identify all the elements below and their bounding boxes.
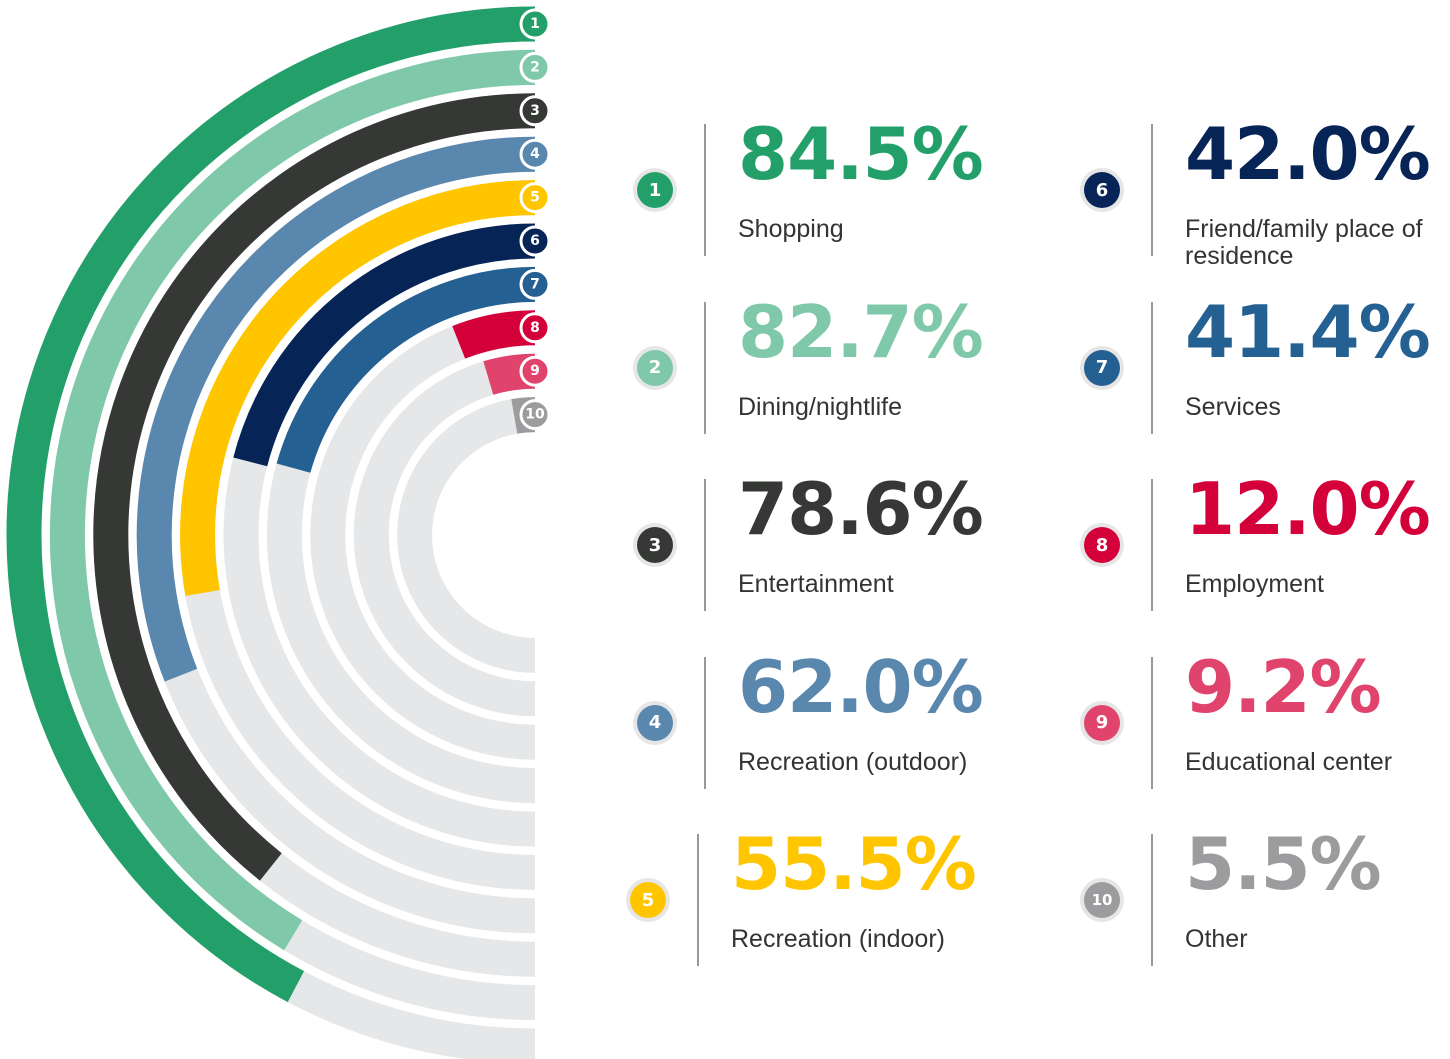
ring-badge-number: 4 xyxy=(530,146,540,162)
legend-badge: 10 xyxy=(1084,882,1120,918)
legend-divider xyxy=(1151,479,1153,611)
legend-label: Recreation (outdoor) xyxy=(738,747,968,776)
legend-divider xyxy=(1151,834,1153,966)
ring-bar xyxy=(6,6,536,1003)
legend-badge: 7 xyxy=(1084,349,1120,386)
ring-badge-number: 10 xyxy=(525,407,545,423)
ring-track xyxy=(310,310,536,760)
legend-divider xyxy=(1151,301,1153,434)
ring-badge xyxy=(519,51,551,83)
ring-badge xyxy=(519,95,551,127)
ring-bar xyxy=(276,266,536,473)
ring-badge-number: 2 xyxy=(530,59,540,75)
ring-badge-number: 8 xyxy=(530,320,540,336)
ring-badge-number: 7 xyxy=(530,276,540,292)
legend-label: Recreation (indoor) xyxy=(731,925,945,953)
ring-bar xyxy=(180,180,536,597)
ring-track xyxy=(353,353,536,717)
ring-badge-number: 5 xyxy=(530,190,540,206)
ring-badge xyxy=(519,399,551,431)
ring-badge xyxy=(519,8,551,40)
ring-badge xyxy=(519,355,551,387)
legend-label: Other xyxy=(1185,925,1248,953)
legend-value: 62.0% xyxy=(738,644,984,729)
legend-divider xyxy=(1151,124,1153,256)
legend-label: Shopping xyxy=(738,215,844,243)
ring-bar xyxy=(136,136,536,682)
legend-label: Entertainment xyxy=(738,570,894,598)
legend-badge: 8 xyxy=(1084,527,1120,563)
legend-badge: 6 xyxy=(1084,172,1120,208)
ring-badge xyxy=(519,268,551,300)
legend-value: 55.5% xyxy=(731,822,977,906)
legend-label: Services xyxy=(1185,392,1281,421)
ring-bar xyxy=(49,49,536,951)
legend-value: 41.4% xyxy=(1185,289,1431,374)
legend-value: 5.5% xyxy=(1185,822,1382,906)
legend-badge: 5 xyxy=(630,882,666,918)
legend-value: 42.0% xyxy=(1185,112,1431,196)
legend-badge: 1 xyxy=(637,172,673,208)
ring-badge-number: 6 xyxy=(530,233,540,249)
legend-value: 84.5% xyxy=(738,112,984,196)
ring-badge xyxy=(519,312,551,344)
ring-badge xyxy=(519,225,551,257)
ring-badge-number: 1 xyxy=(530,16,540,32)
legend-divider xyxy=(1151,656,1153,789)
ring-badge xyxy=(519,138,551,170)
legend-label: Employment xyxy=(1185,570,1324,598)
ring-bar xyxy=(93,93,536,881)
legend-divider xyxy=(704,656,706,789)
legend-badge: 2 xyxy=(637,349,673,386)
legend-badge: 9 xyxy=(1084,704,1120,741)
legend-value: 12.0% xyxy=(1185,467,1431,551)
legend-divider xyxy=(697,834,699,966)
ring-badge-number: 9 xyxy=(530,363,540,379)
legend-label: Educational center xyxy=(1185,747,1393,776)
ring-badge xyxy=(519,182,551,214)
legend-value: 82.7% xyxy=(738,289,984,374)
ring-bar xyxy=(233,223,536,467)
legend-value: 78.6% xyxy=(738,467,984,551)
legend-divider xyxy=(704,479,706,611)
legend-divider xyxy=(704,124,706,256)
ring-track xyxy=(397,397,536,673)
legend-value: 9.2% xyxy=(1185,644,1382,729)
legend-divider xyxy=(704,301,706,434)
legend-badge: 3 xyxy=(637,527,673,563)
ring-badge-number: 3 xyxy=(530,103,540,119)
legend-label: Dining/nightlife xyxy=(738,392,902,421)
legend-badge: 4 xyxy=(637,704,673,741)
legend-label: Friend/family place of residence xyxy=(1185,215,1423,270)
